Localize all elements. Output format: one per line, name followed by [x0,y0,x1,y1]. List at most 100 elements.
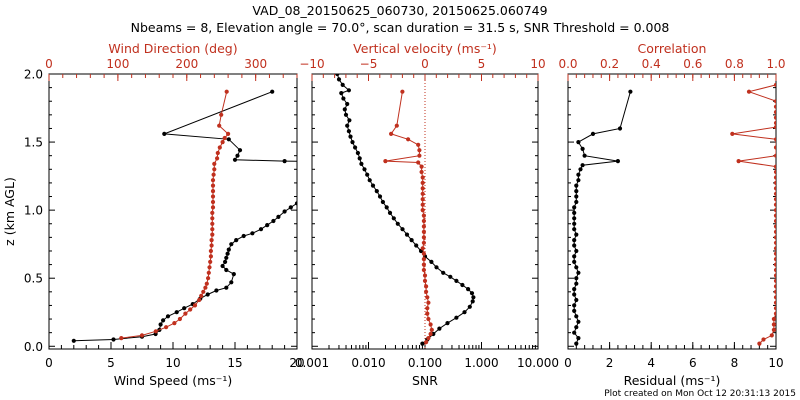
data-point-snr-bottom [469,291,475,296]
data-point-snr-bottom [420,341,425,346]
y-tick-label: 0.5 [24,272,43,286]
data-point-residual-bottom [574,248,579,254]
data-point-residual-bottom [574,189,579,194]
data-point-wind-top [210,178,216,183]
data-point-wind-bottom [162,131,167,136]
data-point-residual-bottom [580,163,585,168]
data-point-snr-top [420,186,425,191]
data-point-residual-bottom [572,238,577,243]
data-point-snr-top [400,89,405,94]
data-point-wind-bottom [226,137,231,142]
data-point-wind-top [192,303,198,308]
data-point-residual-top [773,99,776,104]
series-group-snr [335,74,476,346]
data-point-residual-bottom [580,146,585,151]
data-point-wind-bottom [232,157,238,162]
data-point-residual-top [773,289,776,294]
x-bottom-tick-label: 0 [45,356,53,370]
data-point-residual-top [773,229,776,234]
series-group-residual [572,82,776,346]
data-point-wind-top [212,167,217,172]
data-point-residual-bottom [572,227,577,232]
data-point-residual-top [773,164,776,169]
data-point-residual-top [773,120,776,126]
data-point-wind-bottom [282,209,287,214]
data-point-wind-top [199,293,204,298]
data-point-snr-top [421,240,426,245]
data-point-wind-top [210,221,215,226]
x-top-tick-label: 0.0 [558,57,577,71]
data-point-wind-top [226,131,231,136]
data-point-snr-bottom [448,274,453,279]
data-point-snr-top [420,175,425,180]
data-point-snr-bottom [345,101,350,107]
x-bottom-tick-label: 8 [731,356,739,370]
data-point-residual-top [773,246,776,251]
x-top-tick-label: 200 [175,57,198,71]
data-point-residual-bottom [574,325,579,330]
data-point-wind-top [206,276,211,281]
data-point-residual-top [730,131,735,136]
data-point-snr-top [421,257,426,262]
x-top-tick-label: 0 [421,57,429,71]
x-bottom-tick-label: 10 [768,356,783,370]
data-point-snr-top [419,164,424,169]
data-point-snr-bottom [341,96,346,101]
data-point-snr-top [424,284,429,289]
data-point-snr-top [424,289,429,294]
data-point-snr-bottom [445,321,450,326]
x-bottom-tick-label: 10 [165,356,180,370]
data-point-residual-top [773,251,776,256]
series-line-residual-top [732,84,776,344]
data-point-snr-top [425,311,430,316]
data-point-residual-top [773,278,776,283]
data-point-residual-bottom [572,287,577,292]
data-point-snr-bottom [395,221,400,226]
data-point-wind-bottom [182,306,187,311]
data-point-snr-bottom [404,232,410,237]
data-point-wind-bottom [234,238,239,243]
data-point-snr-top [429,327,434,332]
data-point-snr-bottom [391,216,396,221]
data-point-residual-top [773,267,776,273]
data-point-residual-top [773,169,776,175]
data-point-residual-bottom [582,153,587,158]
data-point-snr-bottom [345,123,350,128]
data-point-wind-bottom [294,201,297,206]
data-point-wind-top [210,189,216,194]
data-point-residual-top [771,327,776,332]
x-top-axis-label: Correlation [638,41,707,56]
data-point-snr-bottom [409,238,414,243]
data-point-wind-top [219,112,224,117]
data-point-snr-bottom [340,82,345,87]
data-point-wind-bottom [111,337,116,342]
data-point-wind-top [139,333,145,338]
data-point-wind-bottom [224,255,229,260]
data-point-residual-top [773,125,776,130]
plot-credit: Plot created on Mon Oct 12 20:31:13 2015 [604,389,796,399]
data-point-wind-bottom [226,247,231,252]
data-point-snr-bottom [454,278,459,283]
data-point-snr-bottom [347,118,352,123]
x-bottom-tick-label: 10.000 [517,356,559,370]
data-point-snr-top [421,229,426,234]
data-point-residual-top [773,213,776,218]
x-top-tick-label: 1.0 [766,57,785,71]
data-point-snr-bottom [384,205,389,210]
data-point-residual-bottom [576,336,581,341]
data-point-residual-bottom [576,140,581,145]
data-point-snr-top [421,218,426,224]
data-point-wind-bottom [229,242,234,247]
data-point-snr-top [426,300,431,305]
data-point-wind-top [207,265,212,270]
figure-title-line1: VAD_08_20150625_060730, 20150625.060749 [252,3,547,18]
x-bottom-tick-label: 4 [647,356,655,370]
data-point-wind-bottom [237,148,243,153]
data-point-snr-bottom [374,189,379,194]
data-point-wind-top [210,227,215,232]
data-point-snr-top [421,213,426,218]
data-point-snr-bottom [348,134,353,139]
y-tick-label: 1.0 [24,204,43,218]
y-tick-label: 1.5 [24,136,43,150]
